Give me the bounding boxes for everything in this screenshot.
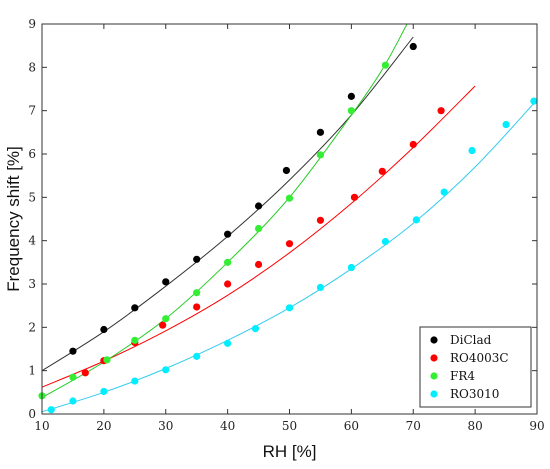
point-fr4-6 bbox=[224, 258, 232, 266]
point-ro4003c-8 bbox=[316, 216, 325, 224]
y-tick-label-9: 9 bbox=[28, 17, 36, 31]
point-ro3010-1 bbox=[69, 397, 77, 405]
point-diclad-8 bbox=[316, 128, 325, 136]
point-diclad-5 bbox=[224, 230, 232, 238]
point-ro4003c-4 bbox=[193, 303, 201, 311]
point-fr4-11 bbox=[381, 61, 390, 69]
point-fr4-5 bbox=[193, 289, 201, 297]
x-tick-label-90: 90 bbox=[529, 419, 544, 433]
legend-box bbox=[419, 326, 532, 408]
x-tick-label-10: 10 bbox=[34, 419, 49, 433]
point-ro3010-13 bbox=[440, 188, 448, 196]
point-diclad-3 bbox=[162, 278, 170, 286]
fit-curve-diclad bbox=[42, 36, 414, 372]
legend-label-diclad: DiClad bbox=[450, 333, 492, 347]
point-ro4003c-7 bbox=[285, 240, 294, 248]
y-tick-label-5: 5 bbox=[28, 190, 36, 204]
point-diclad-4 bbox=[193, 255, 201, 263]
y-tick-label-2: 2 bbox=[28, 320, 36, 334]
point-ro3010-14 bbox=[468, 146, 476, 155]
point-fr4-4 bbox=[162, 315, 170, 323]
x-tick-label-40: 40 bbox=[220, 419, 235, 433]
y-tick-label-6: 6 bbox=[28, 147, 36, 161]
point-ro3010-0 bbox=[47, 406, 55, 414]
x-tick-label-20: 20 bbox=[96, 419, 111, 433]
point-ro4003c-11 bbox=[409, 140, 417, 149]
point-ro3010-8 bbox=[285, 304, 294, 312]
x-tick-label-80: 80 bbox=[467, 419, 482, 433]
legend-label-ro3010: RO3010 bbox=[450, 387, 499, 401]
fit-curve-ro4003c bbox=[42, 85, 476, 388]
point-ro3010-16 bbox=[530, 97, 538, 105]
point-fr4-7 bbox=[254, 224, 263, 233]
point-fr4-9 bbox=[316, 151, 325, 159]
point-ro3010-11 bbox=[381, 237, 390, 246]
x-axis-label: RH [%] bbox=[263, 442, 317, 461]
point-ro3010-2 bbox=[100, 387, 108, 396]
y-tick-label-7: 7 bbox=[28, 104, 36, 118]
point-ro4003c-12 bbox=[437, 107, 445, 115]
legend: DiClad RO4003C FR4 RO3010 bbox=[419, 326, 532, 408]
point-ro3010-4 bbox=[162, 366, 170, 374]
point-diclad-6 bbox=[254, 202, 263, 210]
point-diclad-10 bbox=[409, 42, 417, 51]
legend-marker-fr4 bbox=[430, 372, 438, 380]
point-diclad-2 bbox=[131, 304, 139, 312]
point-fr4-2 bbox=[103, 356, 111, 364]
data-points bbox=[38, 42, 538, 414]
legend-label-fr4: FR4 bbox=[450, 369, 475, 383]
point-diclad-9 bbox=[347, 92, 355, 100]
point-fr4-8 bbox=[285, 194, 294, 202]
y-tick-label-4: 4 bbox=[28, 234, 36, 248]
legend-label-ro4003c: RO4003C bbox=[450, 351, 509, 365]
point-ro3010-15 bbox=[502, 120, 510, 129]
point-ro4003c-0 bbox=[81, 369, 89, 377]
x-tick-label-30: 30 bbox=[158, 419, 173, 433]
legend-marker-ro3010 bbox=[430, 390, 438, 398]
point-ro4003c-5 bbox=[224, 280, 232, 288]
y-tick-label-0: 0 bbox=[28, 407, 36, 421]
x-tick-label-50: 50 bbox=[282, 419, 297, 433]
legend-marker-ro4003c bbox=[430, 354, 438, 362]
y-tick-label-1: 1 bbox=[28, 364, 36, 378]
point-ro4003c-3 bbox=[159, 321, 167, 329]
y-axis-label: Frequency shift [%] bbox=[4, 146, 23, 292]
point-ro3010-7 bbox=[251, 325, 260, 333]
point-ro3010-12 bbox=[412, 216, 420, 224]
point-fr4-1 bbox=[69, 373, 77, 381]
point-diclad-0 bbox=[69, 347, 77, 355]
point-fr4-3 bbox=[131, 336, 139, 344]
axis-ticks: 10 20 30 40 50 60 70 80 90 0 1 2 3 4 5 6 7 8 9 bbox=[28, 17, 544, 433]
x-tick-label-70: 70 bbox=[406, 419, 421, 433]
point-ro4003c-9 bbox=[350, 193, 359, 201]
point-diclad-1 bbox=[100, 325, 108, 334]
point-ro3010-3 bbox=[131, 377, 139, 385]
y-tick-label-3: 3 bbox=[28, 277, 36, 291]
point-ro4003c-10 bbox=[378, 167, 386, 175]
point-ro3010-6 bbox=[224, 339, 232, 347]
y-tick-label-8: 8 bbox=[28, 60, 36, 74]
point-fr4-10 bbox=[347, 107, 355, 115]
point-ro3010-9 bbox=[316, 283, 325, 292]
legend-marker-diclad bbox=[430, 336, 438, 344]
point-diclad-7 bbox=[282, 166, 291, 175]
point-ro3010-10 bbox=[347, 263, 355, 272]
x-tick-label-60: 60 bbox=[344, 419, 359, 433]
fit-curve-fr4 bbox=[42, 24, 408, 398]
point-ro4003c-6 bbox=[254, 260, 263, 269]
point-ro3010-5 bbox=[193, 352, 201, 360]
